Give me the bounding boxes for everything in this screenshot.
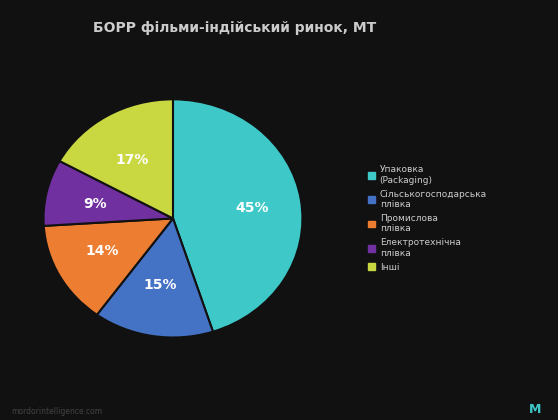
Wedge shape <box>60 99 173 218</box>
Wedge shape <box>97 218 213 338</box>
Legend: Упаковка
(Packaging), Сільськогосподарська
плівка, Промислова
плівка, Електротех: Упаковка (Packaging), Сільськогосподарсь… <box>365 163 489 274</box>
Text: mordorintelligence.com: mordorintelligence.com <box>11 407 102 416</box>
Wedge shape <box>44 161 173 226</box>
Text: БОPP фільми-індійський ринок, МТ: БОPP фільми-індійський ринок, МТ <box>93 21 376 35</box>
Text: 14%: 14% <box>86 244 119 258</box>
Wedge shape <box>44 218 173 315</box>
Wedge shape <box>173 99 302 332</box>
Text: 15%: 15% <box>143 278 177 292</box>
Text: 9%: 9% <box>83 197 107 210</box>
Text: 17%: 17% <box>116 153 149 167</box>
Text: M: M <box>529 403 541 416</box>
Text: 45%: 45% <box>235 201 269 215</box>
